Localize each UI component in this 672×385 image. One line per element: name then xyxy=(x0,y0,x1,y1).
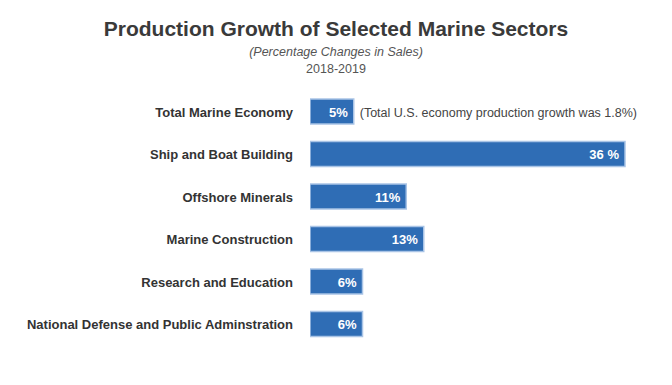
bar xyxy=(310,312,363,337)
category-label: Ship and Boat Building xyxy=(150,147,293,162)
subtitle: (Percentage Changes in Sales) xyxy=(249,45,423,59)
bars xyxy=(310,99,625,337)
category-label: Marine Construction xyxy=(167,232,293,247)
bar xyxy=(310,99,354,124)
subtitle: 2018-2019 xyxy=(306,62,366,76)
category-label: Total Marine Economy xyxy=(155,105,293,120)
background xyxy=(0,0,672,385)
bar xyxy=(310,142,625,167)
data-label: 6% xyxy=(338,275,357,290)
category-label: Offshore Minerals xyxy=(182,190,293,205)
chart-root: Production Growth of Selected Marine Sec… xyxy=(0,0,672,385)
bar xyxy=(310,227,424,252)
chart-svg: Production Growth of Selected Marine Sec… xyxy=(0,0,672,385)
category-label: National Defense and Public Adminstratio… xyxy=(27,317,293,332)
bar xyxy=(310,184,406,209)
data-label: 6% xyxy=(338,317,357,332)
annotation: (Total U.S. economy production growth wa… xyxy=(360,106,637,120)
data-label: 13% xyxy=(392,232,418,247)
title: Production Growth of Selected Marine Sec… xyxy=(104,17,568,40)
category-label: Research and Education xyxy=(141,275,293,290)
data-label: 11% xyxy=(375,190,401,205)
data-label: 5% xyxy=(329,105,348,120)
data-label: 36 % xyxy=(589,147,619,162)
labels: Total Marine Economy 5% Ship and Boat Buil… xyxy=(27,105,637,333)
bar xyxy=(310,269,363,294)
